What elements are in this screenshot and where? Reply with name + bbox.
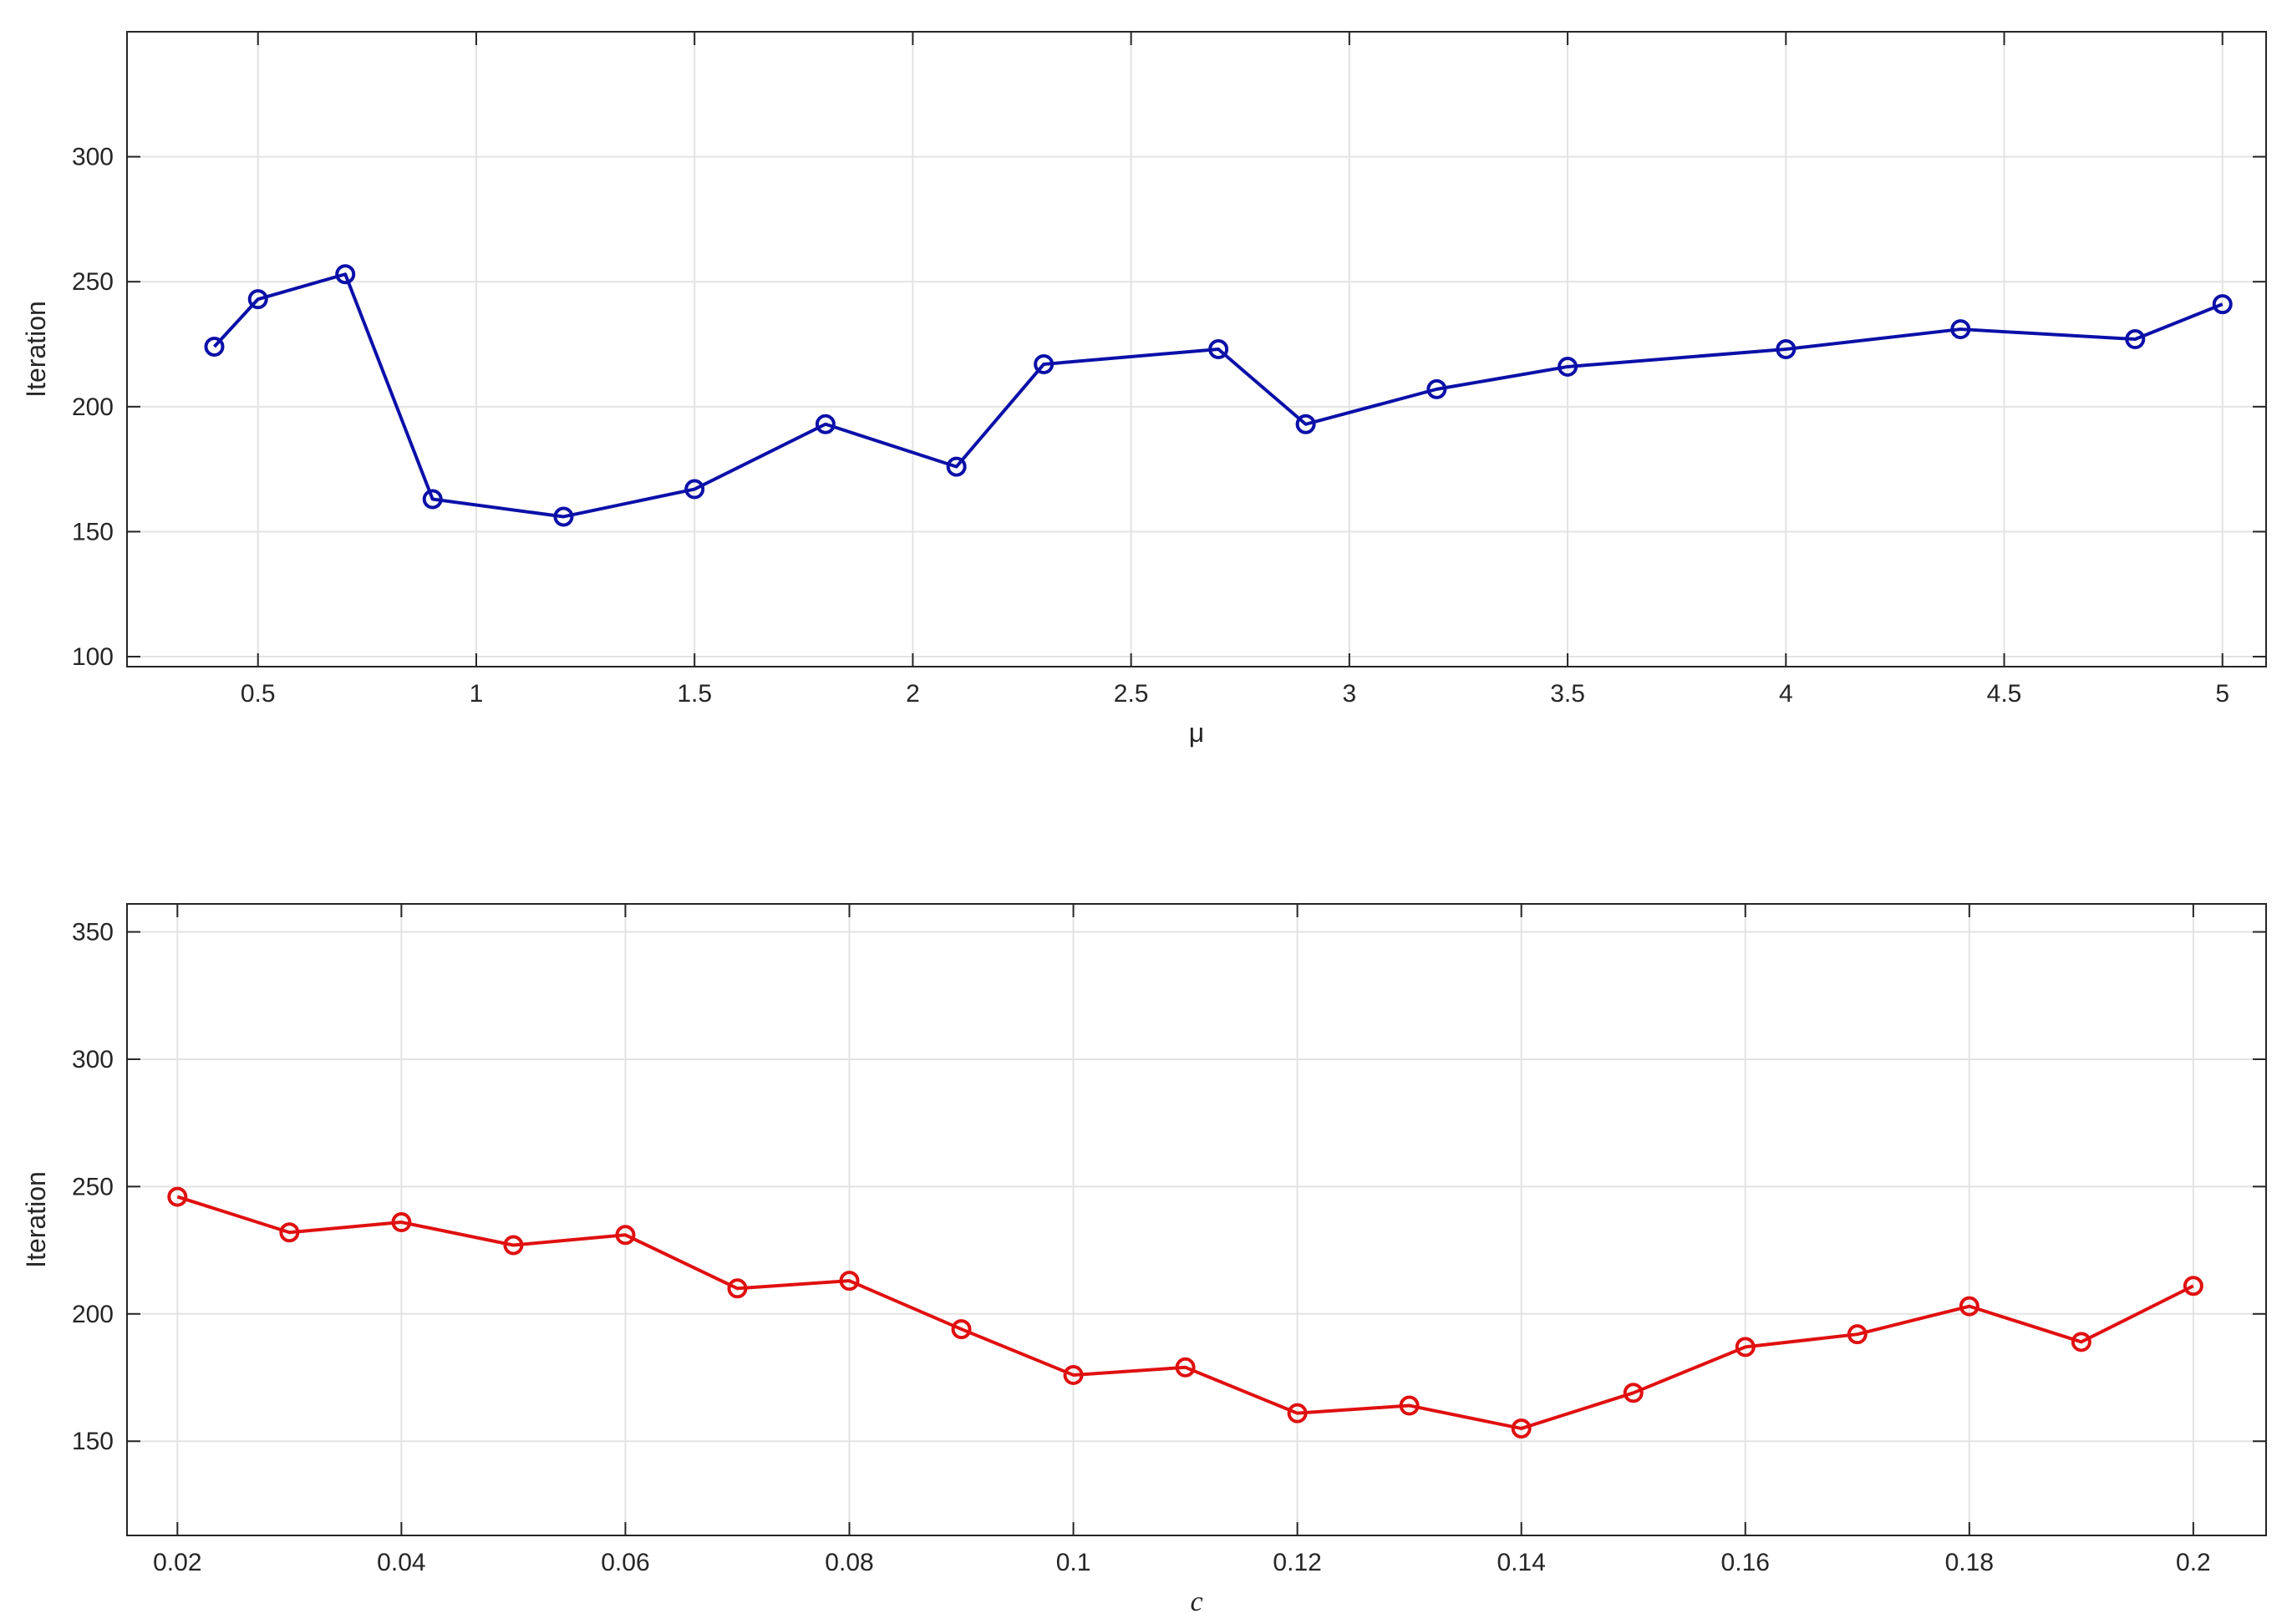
data-point — [1735, 1337, 1756, 1358]
x-tick-label: 0.04 — [377, 1549, 425, 1576]
x-tick-label: 2 — [906, 680, 920, 708]
data-point — [2125, 329, 2146, 350]
data-point — [1950, 319, 1971, 340]
data-point — [946, 456, 967, 477]
chart-panel-1: 0.5 1 1.5 2 2.5 3 3.5 4 4.5 5 100 150 200 250 300 μ Iter… — [21, 31, 2267, 748]
data-point — [1511, 1418, 1532, 1439]
x-tick-label: 0.18 — [1945, 1549, 1994, 1576]
x-tick-label: 0.12 — [1273, 1549, 1321, 1576]
data-point — [1847, 1324, 1868, 1345]
data-point — [204, 337, 225, 358]
y-tick-label: 250 — [72, 268, 114, 296]
x-tick-label: 0.16 — [1721, 1549, 1770, 1576]
x-tick-label: 0.2 — [2176, 1549, 2211, 1576]
data-point — [335, 264, 356, 285]
data-point — [2071, 1332, 2091, 1352]
x-axis-label: c — [1190, 1586, 1202, 1617]
plot-box — [126, 31, 2267, 667]
data-point — [167, 1186, 188, 1207]
data-point — [503, 1235, 524, 1256]
data-point — [1426, 378, 1447, 399]
series-line — [176, 1195, 2194, 1430]
data-point — [553, 506, 574, 527]
data-point — [1959, 1296, 1980, 1317]
data-point — [391, 1212, 412, 1233]
data-point — [1208, 339, 1229, 359]
x-tick-label: 3 — [1343, 680, 1357, 708]
data-point — [1063, 1364, 1084, 1385]
data-point — [839, 1271, 860, 1292]
x-tick-label: 3.5 — [1550, 680, 1585, 708]
y-tick-label: 100 — [72, 643, 114, 671]
data-point — [2183, 1276, 2203, 1297]
y-tick-label: 250 — [72, 1173, 114, 1200]
x-tick-label: 2.5 — [1114, 680, 1149, 708]
data-point — [422, 489, 443, 510]
data-point — [279, 1222, 300, 1243]
y-tick-label: 150 — [72, 1428, 114, 1455]
y-tick-label: 300 — [72, 144, 114, 171]
data-point — [1776, 339, 1797, 359]
data-point — [727, 1278, 748, 1299]
x-tick-label: 0.02 — [153, 1549, 201, 1576]
x-axis-label: μ — [1189, 718, 1204, 748]
data-point — [1034, 353, 1055, 374]
data-point — [1558, 356, 1578, 377]
plot-box — [126, 903, 2267, 1536]
x-tick-label: 0.06 — [601, 1549, 649, 1576]
data-point — [951, 1319, 972, 1340]
x-tick-label: 0.5 — [241, 680, 276, 708]
data-point — [815, 414, 836, 434]
data-point — [1295, 414, 1316, 434]
data-point — [1623, 1383, 1644, 1403]
y-tick-label: 150 — [72, 518, 114, 546]
y-tick-label: 300 — [72, 1046, 114, 1073]
data-point — [1287, 1403, 1308, 1424]
chart-panel-2: 0.02 0.04 0.06 0.08 0.1 0.12 0.14 0.16 0.18 0.2 15… — [21, 903, 2267, 1617]
y-tick-label: 350 — [72, 919, 114, 946]
data-point — [615, 1225, 636, 1246]
data-point — [684, 479, 705, 500]
x-tick-label: 4 — [1779, 680, 1793, 708]
data-point — [2212, 294, 2233, 315]
y-tick-label: 200 — [72, 1301, 114, 1328]
x-tick-label: 1.5 — [677, 680, 712, 708]
x-tick-label: 5 — [2215, 680, 2229, 708]
y-axis-label: Iteration — [21, 301, 51, 398]
x-tick-label: 0.14 — [1497, 1549, 1545, 1576]
x-tick-label: 4.5 — [1987, 680, 2022, 708]
x-tick-label: 0.1 — [1056, 1549, 1091, 1576]
x-tick-label: 1 — [470, 680, 484, 708]
data-point — [1399, 1395, 1420, 1416]
data-point — [247, 289, 268, 310]
series-line — [213, 272, 2223, 519]
data-point — [1175, 1357, 1196, 1378]
y-axis-label: Iteration — [21, 1171, 51, 1268]
x-tick-label: 0.08 — [825, 1549, 873, 1576]
y-tick-label: 200 — [72, 393, 114, 421]
